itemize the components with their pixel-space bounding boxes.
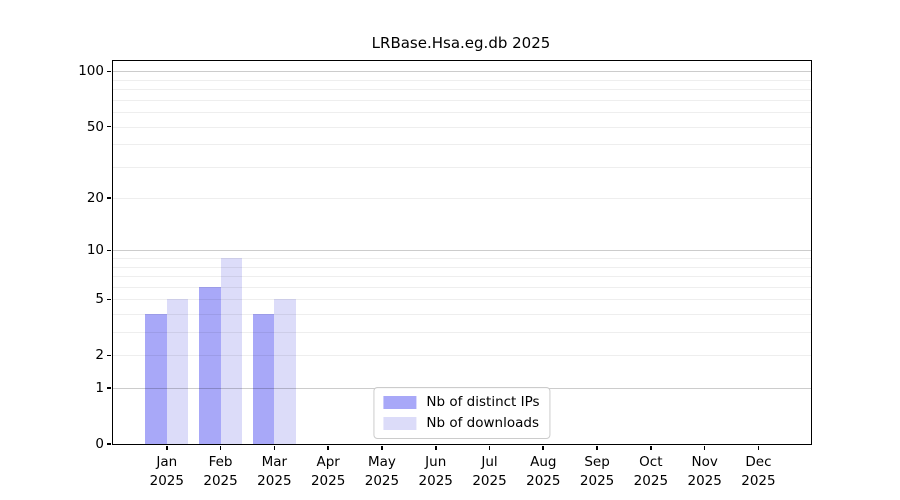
x-tick-year: 2025: [149, 473, 184, 489]
x-tick-label-may: May 2025: [365, 453, 399, 491]
bar-distinct-ips-feb: [199, 286, 221, 444]
x-tick-label-nov: Nov 2025: [687, 453, 721, 491]
x-tick-label-oct: Oct 2025: [634, 453, 668, 491]
x-tick-mark-feb: [219, 445, 222, 450]
x-tick-year: 2025: [633, 473, 669, 489]
x-tick-month: Jun: [425, 454, 447, 470]
x-tick-year: 2025: [526, 473, 561, 489]
x-tick-month: Mar: [261, 454, 288, 470]
y-tick-label-1: 1: [95, 380, 104, 397]
x-tick-year: 2025: [203, 473, 238, 489]
x-tick-label-mar: Mar 2025: [257, 453, 291, 491]
x-tick-month: Jul: [481, 454, 498, 470]
gridline-major-100: [113, 71, 811, 73]
x-tick-label-dec: Dec 2025: [741, 453, 775, 491]
x-tick-month: Dec: [745, 454, 772, 470]
x-tick-month: Aug: [530, 454, 557, 470]
gridline-minor-9: [113, 258, 811, 260]
gridline-minor-30: [113, 166, 811, 168]
x-tick-month: Feb: [208, 454, 233, 470]
y-tick-mark-5: [107, 298, 112, 301]
x-tick-year: 2025: [579, 473, 615, 489]
x-tick-label-apr: Apr 2025: [311, 453, 345, 491]
y-tick-mark-50: [107, 125, 112, 128]
x-tick-label-jan: Jan 2025: [150, 453, 184, 491]
x-tick-month: Nov: [691, 454, 718, 470]
bar-downloads-jan: [166, 299, 189, 444]
x-tick-label-aug: Aug 2025: [526, 453, 560, 491]
x-tick-year: 2025: [741, 473, 776, 489]
x-tick-mark-oct: [650, 445, 652, 450]
gridline-minor-60: [113, 112, 811, 114]
legend-item-downloads: Nb of downloads: [383, 415, 539, 432]
x-tick-year: 2025: [364, 473, 400, 489]
x-tick-mark-sep: [596, 445, 598, 450]
y-tick-label-10: 10: [86, 242, 104, 259]
bar-distinct-ips-mar: [252, 314, 275, 444]
chart-title: LRBase.Hsa.eg.db 2025: [371, 34, 551, 52]
y-tick-mark-1: [107, 387, 112, 389]
bar-distinct-ips-jan: [145, 314, 167, 444]
legend-swatch-distinct-ips: [383, 396, 417, 409]
x-tick-month: May: [367, 454, 396, 470]
x-tick-month: Sep: [584, 454, 610, 470]
gridline-minor-40: [113, 144, 811, 146]
y-tick-mark-0: [107, 443, 112, 445]
gridline-minor-90: [113, 79, 811, 81]
x-tick-label-jun: Jun 2025: [419, 453, 453, 491]
x-tick-year: 2025: [257, 473, 292, 489]
y-tick-label-0: 0: [95, 436, 104, 452]
legend-label-distinct-ips: Nb of distinct IPs: [426, 394, 540, 410]
x-tick-mark-jun: [434, 445, 437, 450]
gridline-minor-80: [113, 89, 811, 91]
y-tick-label-100: 100: [78, 63, 104, 80]
x-tick-mark-jan: [165, 445, 168, 450]
y-tick-mark-100: [107, 70, 112, 73]
x-tick-year: 2025: [687, 473, 722, 489]
y-tick-label-50: 50: [86, 118, 104, 135]
x-tick-year: 2025: [310, 473, 346, 489]
bar-downloads-feb: [220, 258, 243, 444]
y-tick-mark-10: [107, 249, 112, 252]
y-tick-mark-2: [107, 354, 112, 357]
bar-downloads-mar: [274, 299, 296, 444]
gridline-major-10: [113, 250, 811, 252]
x-tick-mark-mar: [273, 445, 276, 450]
gridline-minor-20: [113, 198, 811, 200]
legend-swatch-downloads: [383, 417, 417, 430]
gridline-minor-8: [113, 266, 811, 268]
x-tick-mark-aug: [542, 445, 545, 450]
x-tick-mark-nov: [703, 445, 706, 450]
gridline-minor-50: [113, 126, 811, 128]
x-tick-mark-dec: [757, 445, 760, 450]
gridline-minor-70: [113, 99, 811, 101]
x-tick-mark-apr: [327, 445, 329, 450]
x-tick-label-jul: Jul 2025: [472, 453, 506, 491]
x-tick-mark-jul: [488, 445, 491, 450]
x-tick-label-feb: Feb 2025: [203, 453, 237, 491]
x-tick-month: Oct: [639, 454, 663, 470]
gridline-minor-7: [113, 276, 811, 278]
plot-area: Nb of distinct IPs Nb of downloads 0 1 2 5 1…: [78, 60, 812, 489]
y-tick-label-2: 2: [95, 347, 104, 364]
x-tick-month: Jan: [156, 454, 178, 470]
legend-label-downloads: Nb of downloads: [426, 415, 539, 431]
x-tick-mark-may: [381, 445, 383, 450]
x-tick-month: Apr: [316, 454, 340, 470]
legend-item-distinct-ips: Nb of distinct IPs: [383, 394, 540, 411]
x-tick-label-sep: Sep 2025: [580, 453, 614, 491]
y-tick-mark-20: [107, 197, 112, 200]
x-tick-year: 2025: [418, 473, 453, 489]
legend: Nb of distinct IPs Nb of downloads: [373, 387, 551, 439]
x-tick-year: 2025: [472, 473, 507, 489]
y-tick-label-20: 20: [86, 190, 104, 207]
y-tick-label-5: 5: [95, 291, 104, 308]
